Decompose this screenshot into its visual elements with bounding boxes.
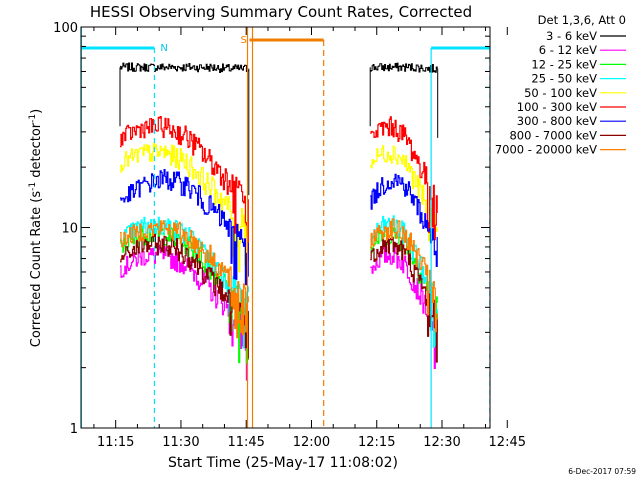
chart-title: HESSI Observing Summary Count Rates, Cor… <box>90 3 472 21</box>
legend-label: 50 - 100 keV <box>524 86 597 100</box>
series-line-3-6-kev-1 <box>119 62 250 196</box>
axes: 11:15 11:30 11:45 12:00 12:15 12:30 12:45 1 10 10… <box>53 21 526 450</box>
x-tick-label: 12:15 <box>358 435 395 450</box>
y-tick-label: 10 <box>61 222 78 237</box>
x-tick-label: 12:45 <box>489 435 526 450</box>
legend-label: 100 - 300 keV <box>517 100 597 114</box>
night-flag-label: N <box>160 43 167 54</box>
series-line-6-12-kev-2 <box>370 245 438 369</box>
x-tick-label: 12:30 <box>423 435 460 450</box>
saa-flag-label: S <box>241 35 247 46</box>
legend-label: 6 - 12 keV <box>539 43 597 57</box>
x-tick-label: 11:15 <box>97 435 134 450</box>
series-line-7000-20000-kev-1 <box>120 220 249 339</box>
legend-label: 300 - 800 keV <box>517 114 597 128</box>
series-line-800-7000-kev-2 <box>370 236 438 363</box>
series-line-7000-20000-kev-2 <box>370 218 438 333</box>
legend-label: 12 - 25 keV <box>531 57 597 71</box>
series-line-50-100-kev-1 <box>120 142 249 273</box>
y-tick-label: 1 <box>70 422 78 437</box>
series-line-300-800-kev-2 <box>370 173 438 267</box>
series-line-25-50-kev-2 <box>370 215 438 348</box>
x-tick-label: 12:00 <box>293 435 330 450</box>
series-line-100-300-kev-2 <box>370 116 438 241</box>
legend-label: 3 - 6 keV <box>546 29 597 43</box>
series-line-100-300-kev-1 <box>120 116 249 261</box>
y-tick-label: 100 <box>53 21 78 36</box>
y-axis-label: Corrected Count Rate (s-1 detector-1) <box>28 109 44 347</box>
legend-label: 25 - 50 keV <box>531 72 597 86</box>
legend-label: 7000 - 20000 keV <box>495 143 597 157</box>
series-line-50-100-kev-2 <box>370 145 438 242</box>
legend-header: Det 1,3,6, Att 0 <box>538 13 626 27</box>
series-line-300-800-kev-1 <box>120 169 249 286</box>
series-line-3-6-kev-2 <box>369 62 439 138</box>
x-tick-label: 11:30 <box>162 435 199 450</box>
series-line-6-12-kev-1 <box>120 244 249 381</box>
x-axis-label: Start Time (25-May-17 11:08:02) <box>168 455 398 471</box>
legend-label: 800 - 7000 keV <box>509 128 597 142</box>
plot-area: NS <box>80 27 491 428</box>
footer-timestamp: 6-Dec-2017 07:59 <box>568 467 636 476</box>
x-tick-label: 11:45 <box>227 435 264 450</box>
